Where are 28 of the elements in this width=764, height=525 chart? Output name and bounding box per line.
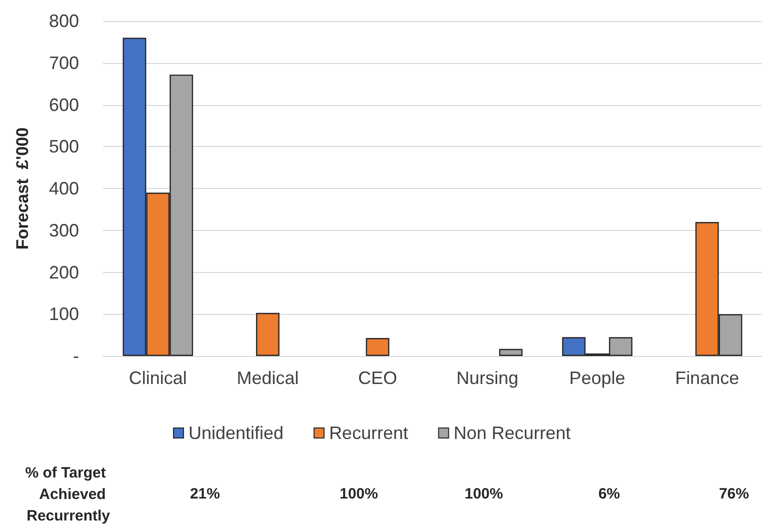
y-tick-label: 700 xyxy=(48,52,79,73)
y-tick-label: 500 xyxy=(48,136,79,157)
bar xyxy=(256,312,280,356)
x-tick-label: Nursing xyxy=(456,368,518,388)
y-tick-label: 100 xyxy=(48,304,79,324)
y-tick-label: 600 xyxy=(48,94,79,115)
y-tick-label: 400 xyxy=(48,178,79,198)
y-tick-label: 200 xyxy=(48,262,79,282)
x-tick-label: People xyxy=(569,368,626,388)
text: 76% xyxy=(718,486,749,502)
y-tick-label: 300 xyxy=(48,220,79,240)
text: 6% xyxy=(598,486,620,502)
text: % of Target Achieved Recurrently xyxy=(25,464,111,524)
bar xyxy=(499,348,523,356)
text: 100% xyxy=(340,486,378,502)
y-axis-title: Forecast £'000 xyxy=(13,127,32,250)
legend-label: Recurrent xyxy=(329,423,408,443)
y-tick-label: 800 xyxy=(48,11,79,31)
legend-label: Unidentified xyxy=(188,423,284,443)
x-tick-label: Medical xyxy=(236,368,299,388)
x-tick-label: Clinical xyxy=(128,368,187,388)
text: 21% xyxy=(190,486,220,502)
legend-label: Non Recurrent xyxy=(454,423,571,443)
y-tick-label: - xyxy=(73,346,79,366)
x-tick-label: Finance xyxy=(675,368,740,388)
text: 100% xyxy=(464,486,503,502)
x-tick-label: CEO xyxy=(358,368,398,388)
bar xyxy=(366,338,390,356)
